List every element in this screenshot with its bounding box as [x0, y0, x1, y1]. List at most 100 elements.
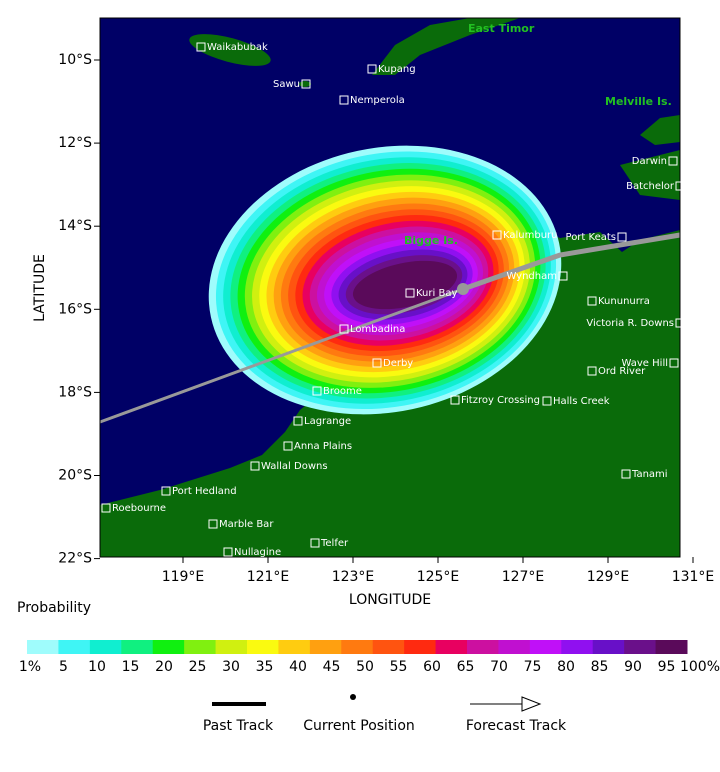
colorbar-cell [215, 640, 248, 654]
place-label: Anna Plains [294, 441, 352, 452]
forecast-track [462, 232, 681, 292]
place-label: Sawu [273, 79, 300, 90]
place-marker [208, 519, 218, 529]
lat-tick-label: 12°S [58, 135, 92, 151]
colorbar-cell [592, 640, 625, 654]
colorbar-cell [184, 640, 217, 654]
place-marker [675, 318, 685, 328]
colorbar-label: 60 [423, 659, 441, 675]
place-marker [372, 358, 382, 368]
legend-title: Probability [17, 600, 91, 616]
probability-contours [208, 145, 562, 415]
labels: East Timor Melville Is. Bigge Is. Waikabuba… [101, 22, 685, 558]
place-marker [223, 547, 233, 557]
colorbar-cell [121, 640, 154, 654]
place-label: Telfer [320, 538, 349, 549]
lon-tick-label: 119°E [162, 569, 205, 585]
past-track [99, 287, 464, 424]
colorbar-cell [498, 640, 531, 654]
place-marker [250, 461, 260, 471]
colorbar-label: 80 [557, 659, 575, 675]
colorbar-cell [372, 640, 405, 654]
region-label: Bigge Is. [404, 234, 458, 247]
colorbar-cell [529, 640, 562, 654]
colorbar-cell [89, 640, 122, 654]
lon-tick-label: 125°E [417, 569, 460, 585]
lon-tick-label: 131°E [672, 569, 715, 585]
place-label: Tanami [631, 469, 668, 480]
place-marker [339, 95, 349, 105]
place-label: Waikabubak [207, 42, 268, 53]
place-marker [587, 366, 597, 376]
colorbar-cell [27, 640, 59, 654]
place-marker [450, 395, 460, 405]
track-legend-label: Past Track [203, 718, 274, 734]
colorbar-cell [624, 640, 657, 654]
colorbar-cell [278, 640, 311, 654]
colorbar-label: 30 [222, 659, 240, 675]
place-label: Wave Hill [622, 358, 668, 369]
place-label: Broome [323, 386, 362, 397]
x-axis-label: LONGITUDE [349, 592, 431, 608]
colorbar-label: 35 [256, 659, 274, 675]
colorbar-cell [655, 640, 688, 654]
place-label: Ord River [598, 366, 646, 377]
place-label: Kupang [378, 64, 416, 75]
colorbar-cell [404, 640, 437, 654]
colorbar-label: 15 [122, 659, 140, 675]
colorbar-label: 70 [490, 659, 508, 675]
place-marker [492, 230, 502, 240]
colorbar-label: 75 [524, 659, 542, 675]
colorbar-label: 65 [457, 659, 475, 675]
colorbar-cell [247, 640, 279, 654]
current-position [457, 283, 469, 295]
place-marker [617, 232, 627, 242]
place-label: Marble Bar [219, 519, 274, 530]
place-label: Port Keats [566, 232, 616, 243]
place-label: Kalumburu [503, 230, 558, 241]
colorbar-cell [58, 640, 91, 654]
place-label: Roebourne [112, 503, 166, 514]
place-label: Kununurra [598, 296, 650, 307]
colorbar-label: 40 [289, 659, 307, 675]
colorbar-label: 90 [624, 659, 642, 675]
place-label: Lagrange [304, 416, 351, 427]
lon-tick-label: 123°E [332, 569, 375, 585]
place-marker [675, 181, 685, 191]
place-marker [558, 271, 568, 281]
colorbar-label: 55 [390, 659, 408, 675]
place-marker [310, 538, 320, 548]
place-label: Wallal Downs [261, 461, 328, 472]
colorbar-label: 95 [658, 659, 676, 675]
place-marker [668, 156, 678, 166]
place-marker [405, 288, 415, 298]
probability-band [352, 260, 458, 310]
region-label: East Timor [468, 22, 535, 35]
place-label: Darwin [632, 156, 667, 167]
place-marker [301, 79, 311, 89]
place-marker [293, 416, 303, 426]
place-marker [587, 296, 597, 306]
y-axis-label: LATITUDE [32, 254, 48, 322]
lat-tick-label: 16°S [58, 301, 92, 317]
track-legend-label: Forecast Track [466, 718, 567, 734]
region-label: Melville Is. [605, 95, 672, 108]
colorbar-label: 50 [356, 659, 374, 675]
lon-tick-label: 127°E [502, 569, 545, 585]
lon-tick-label: 129°E [587, 569, 630, 585]
colorbar-cell [309, 640, 342, 654]
place-marker [669, 358, 679, 368]
colorbar-cell [467, 640, 499, 654]
place-label: Victoria R. Downs [586, 318, 674, 329]
lat-tick-label: 18°S [58, 384, 92, 400]
lat-tick-label: 14°S [58, 218, 92, 234]
colorbar-label: 45 [323, 659, 341, 675]
colorbar-label: 10 [88, 659, 106, 675]
forecast-arrow [521, 696, 542, 712]
colorbar-label: 100% [680, 659, 720, 675]
lat-tick-label: 20°S [58, 468, 92, 484]
lon-tick-label: 121°E [247, 569, 290, 585]
place-marker [312, 386, 322, 396]
place-label: Port Hedland [172, 486, 237, 497]
